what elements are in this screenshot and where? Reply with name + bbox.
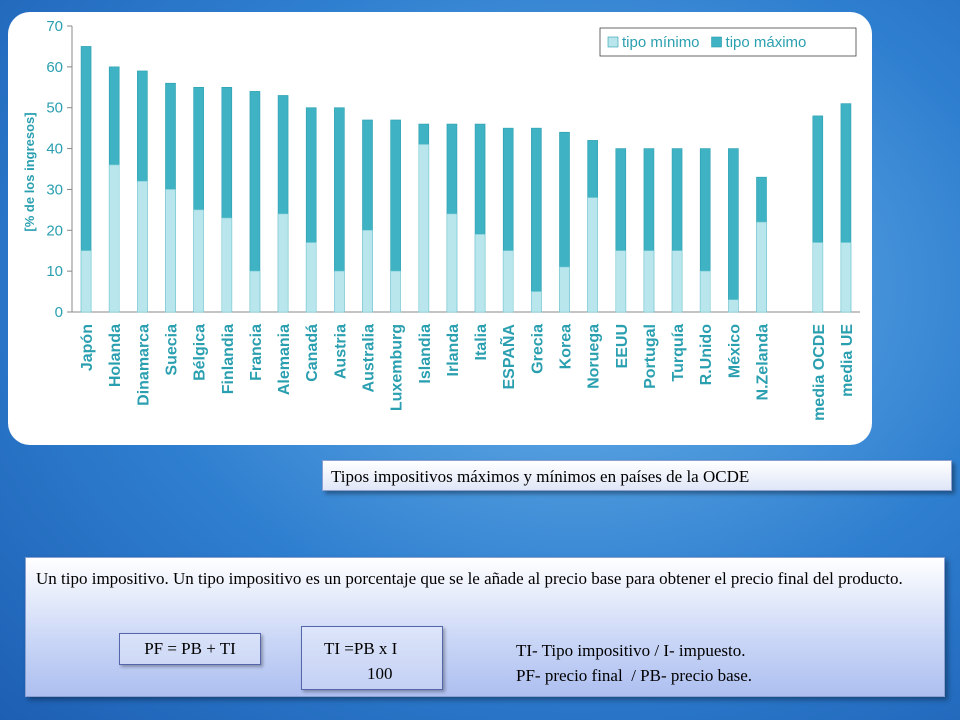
legend-label: tipo máximo xyxy=(726,34,807,51)
formula-legend: PF- precio final / PB- precio base. xyxy=(516,666,753,685)
chart: [% de los ingresos] 0 10 20 30 40 50 60 70 Japón… xyxy=(22,18,860,421)
x-tick-label: Portugal xyxy=(642,324,659,389)
x-tick-label: Austria xyxy=(332,324,349,379)
bar xyxy=(643,250,655,313)
legend-label: tipo mínimo xyxy=(622,34,700,51)
bar xyxy=(390,270,401,313)
x-tick-label: Grecia xyxy=(529,324,546,374)
y-tick-label: 40 xyxy=(46,141,63,158)
x-tick-label: N.Zelanda xyxy=(755,324,772,401)
x-tick-label: Bélgica xyxy=(192,324,209,381)
x-tick-label: Korea xyxy=(558,324,575,369)
x-tick-label: México xyxy=(726,324,743,378)
x-tick-label: Holanda xyxy=(107,324,124,387)
x-tick-label: Finlandia xyxy=(220,324,237,394)
bar xyxy=(728,299,739,313)
x-tick-label: Islandia xyxy=(417,324,434,384)
bar xyxy=(699,270,711,313)
y-tick-label: 50 xyxy=(46,100,63,117)
y-tick-label: 20 xyxy=(46,222,63,239)
x-tick-label: Noruega xyxy=(586,324,603,389)
x-tick-label: Irlanda xyxy=(445,324,462,377)
y-tick-label: 70 xyxy=(46,18,63,35)
bar xyxy=(277,213,289,313)
formula-pf: PF = PB + TI xyxy=(119,633,261,665)
legend-swatch xyxy=(607,36,619,48)
formula-ti-bottom: 100 xyxy=(367,664,393,683)
y-tick-label: 0 xyxy=(55,304,63,321)
bar xyxy=(108,164,120,313)
formula-ti: TI =PB x I 100 xyxy=(301,626,443,690)
x-tick-label: Canadá xyxy=(304,324,321,382)
bar xyxy=(221,217,233,313)
bar xyxy=(559,266,570,313)
x-tick-label: R.Unido xyxy=(698,324,715,386)
x-tick-label: Dinamarca xyxy=(135,324,152,406)
bar xyxy=(137,180,148,313)
bar xyxy=(531,127,542,313)
x-tick-label: Turquía xyxy=(670,324,687,382)
bar xyxy=(362,229,373,313)
caption: Tipos impositivos máximos y mínimos en p… xyxy=(322,460,952,491)
y-tick-label: 60 xyxy=(46,59,63,76)
bar xyxy=(474,234,486,313)
x-tick-label: Luxemburg xyxy=(389,324,406,411)
y-tick-label: 30 xyxy=(46,181,63,198)
x-tick-label: media OCDE xyxy=(811,324,828,421)
x-tick-label: Japón xyxy=(79,324,96,371)
x-tick-label: EEUU xyxy=(614,324,631,368)
y-axis-label: [% de los ingresos] xyxy=(22,112,37,231)
formula-ti-top: TI =PB x I xyxy=(324,639,398,658)
description: Un tipo impositivo. Un tipo impositivo e… xyxy=(36,569,903,588)
bar xyxy=(334,270,345,313)
x-tick-label: Italia xyxy=(473,324,490,361)
x-tick-label: ESPAÑA xyxy=(498,324,518,390)
bar xyxy=(840,242,852,313)
description-box: Un tipo impositivo. Un tipo impositivo e… xyxy=(25,557,945,697)
legend-box xyxy=(599,27,857,57)
bar xyxy=(615,250,627,313)
bar xyxy=(249,270,261,313)
x-tick-label: Suecia xyxy=(164,324,181,376)
bar xyxy=(812,242,824,313)
x-tick-label: media UE xyxy=(839,324,856,397)
bar xyxy=(531,291,542,313)
bar xyxy=(305,242,317,313)
x-tick-label: Alemania xyxy=(276,324,293,395)
bar xyxy=(728,148,739,313)
bar xyxy=(587,197,598,313)
bar xyxy=(80,250,92,313)
bar xyxy=(671,250,683,313)
legend-swatch xyxy=(711,36,722,48)
bar xyxy=(193,209,204,313)
chart-panel: [% de los ingresos] 0 10 20 30 40 50 60 70 Japón… xyxy=(8,12,872,445)
bar xyxy=(418,144,430,313)
x-tick-label: Australia xyxy=(361,324,378,393)
bar xyxy=(165,189,176,313)
bar xyxy=(756,221,767,313)
y-tick-label: 10 xyxy=(46,263,63,280)
x-tick-label: Francia xyxy=(248,324,265,381)
formula-legend: TI- Tipo impositivo / I- impuesto. xyxy=(516,641,746,660)
bar xyxy=(502,250,514,313)
bar xyxy=(446,213,458,313)
